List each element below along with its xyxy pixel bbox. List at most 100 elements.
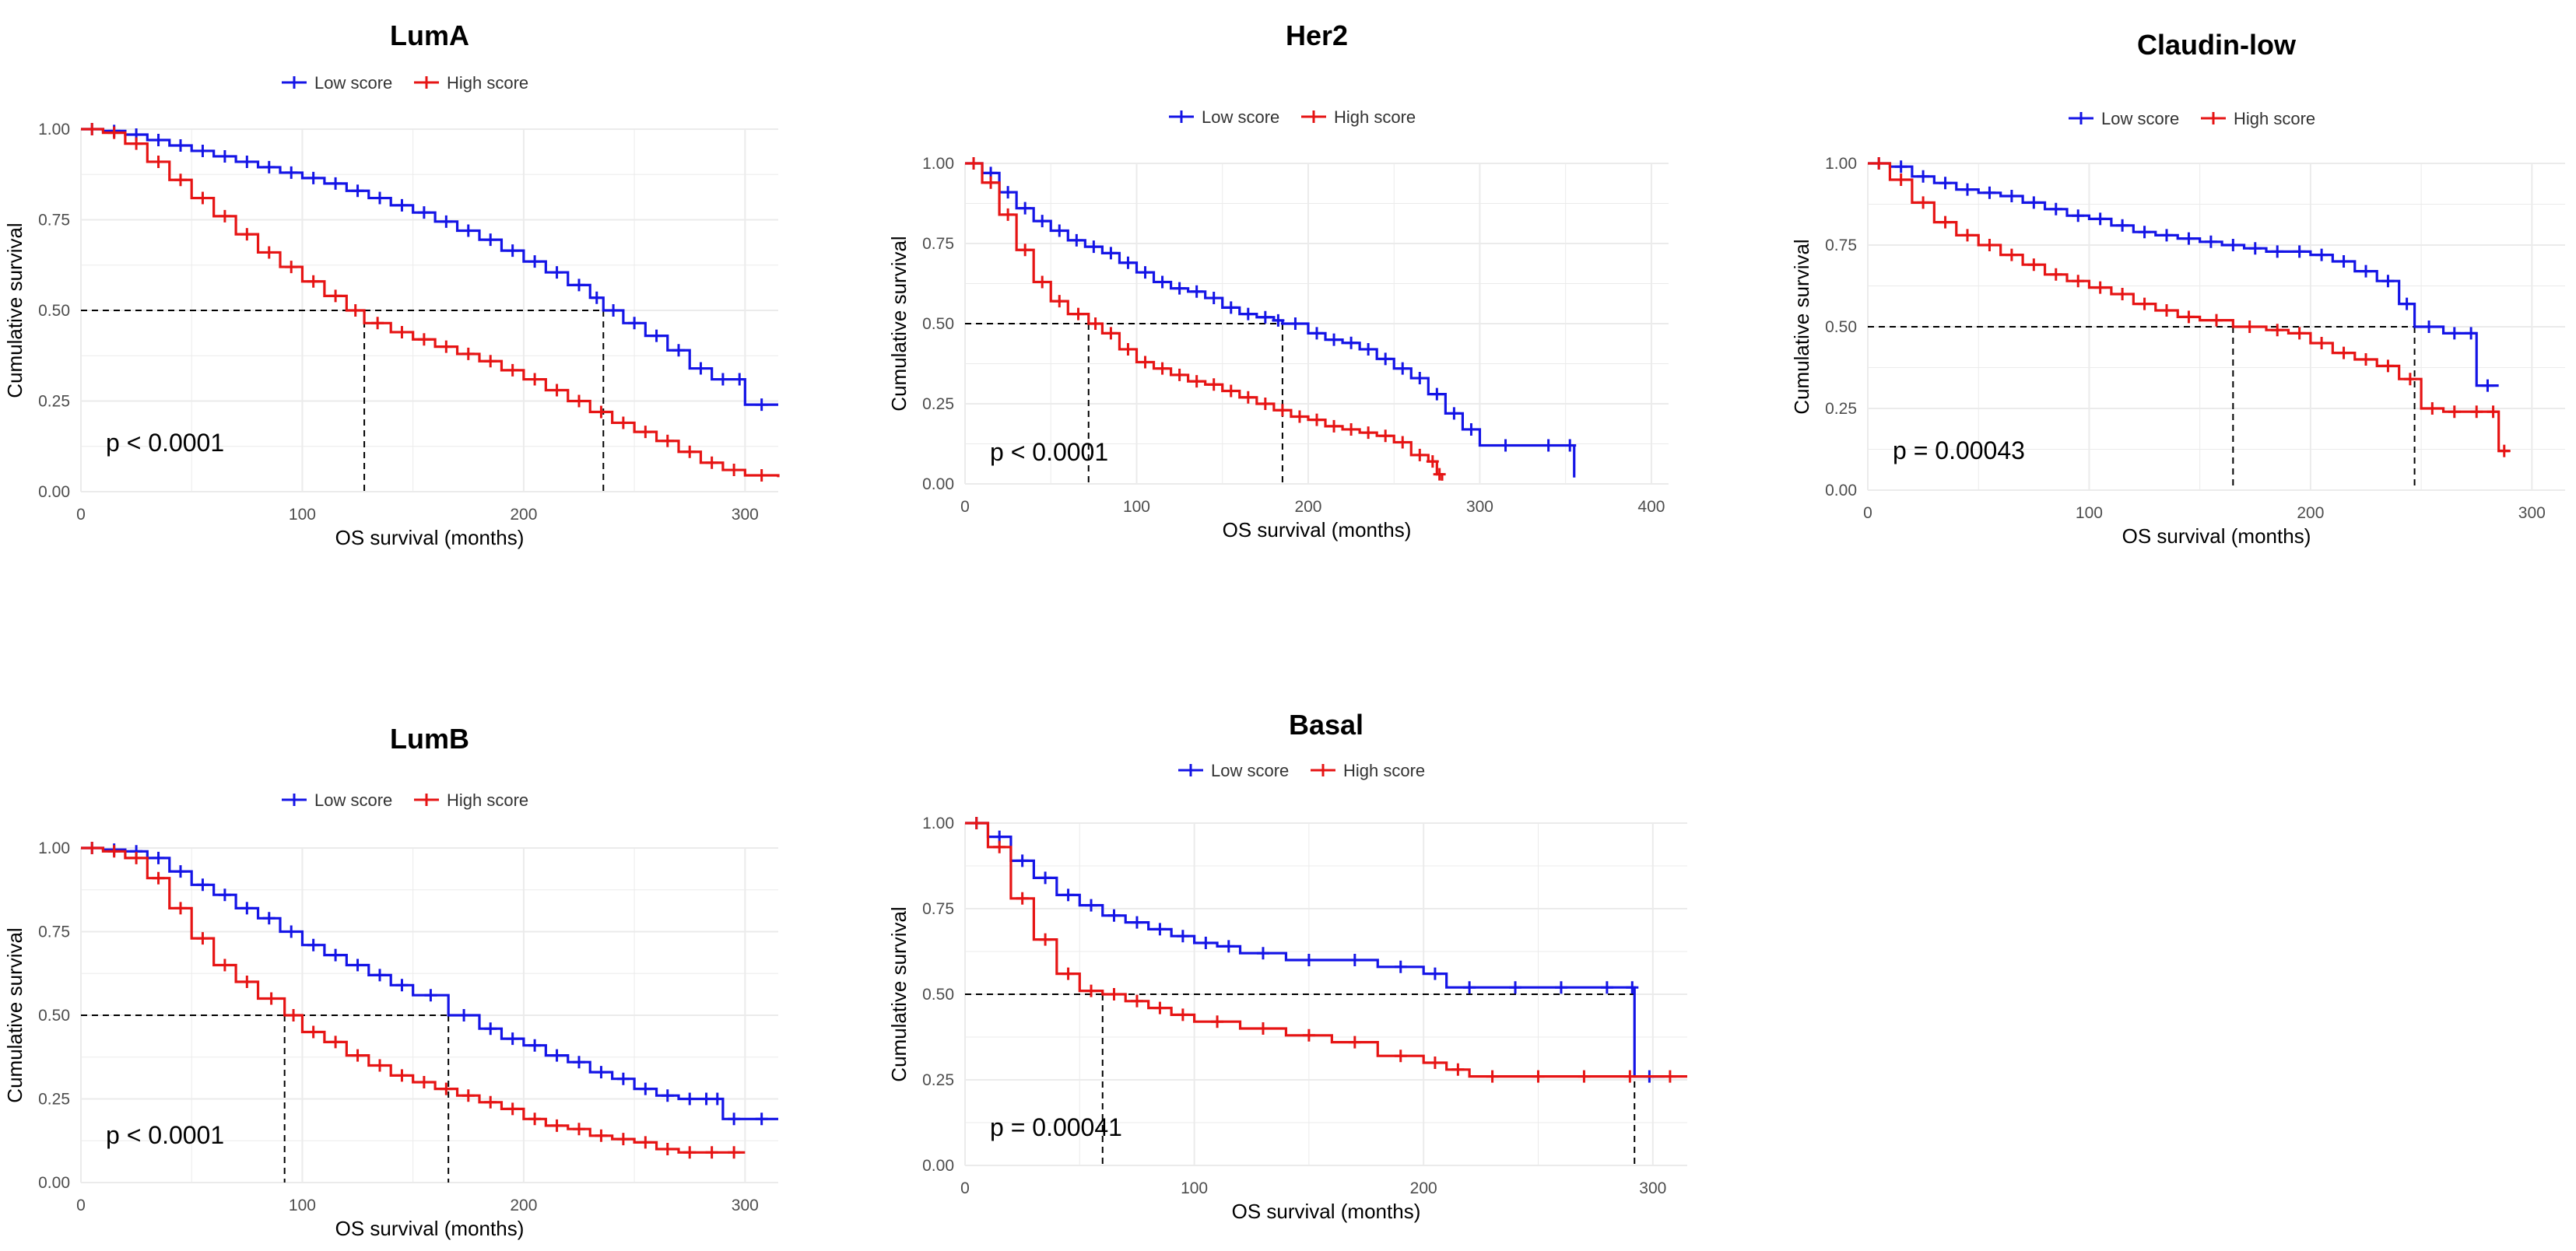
censor-mark [573,394,585,408]
censor-mark [1224,301,1237,314]
censor-mark [993,840,1006,853]
censor-mark [733,373,746,386]
censor-mark [550,1119,563,1132]
censor-mark [2182,310,2195,324]
censor-mark [285,261,298,274]
p-value: p < 0.0001 [106,429,224,457]
x-axis-label: OS survival (months) [1232,1200,1421,1223]
high-score-censor-marks [86,123,768,482]
censor-mark [1241,307,1255,321]
censor-mark [152,871,165,885]
censor-mark [174,138,187,152]
censor-mark [595,1066,608,1079]
censor-mark [2138,297,2151,310]
censor-mark [2497,444,2511,457]
censor-mark [1362,342,1375,356]
censor-mark [1256,947,1269,960]
x-tick-label: 0 [960,498,970,516]
censor-mark [705,1146,718,1159]
censor-mark [2005,190,2018,202]
censor-mark [1463,981,1476,994]
censor-mark [1176,1008,1189,1021]
censor-mark [2005,248,2018,261]
y-tick-label: 0.75 [922,900,954,918]
censor-mark [2293,327,2306,340]
censor-mark [2243,321,2256,333]
censor-mark [2360,353,2372,366]
censor-mark [307,1025,320,1039]
x-axis-label: OS survival (months) [335,526,525,549]
censor-mark [755,398,768,412]
censor-mark [86,842,99,854]
censor-mark [1087,240,1100,254]
censor-mark [1156,275,1169,289]
censor-mark [2271,324,2284,337]
censor-mark [705,456,718,469]
censor-mark [528,1039,542,1052]
censor-mark [1532,1070,1545,1083]
censor-mark [2423,321,2436,333]
legend-high-label: High score [2234,109,2315,128]
chart-title: LumA [390,19,469,51]
y-axis-label: Cumulative survival [887,906,911,1081]
censor-mark [1872,157,1886,170]
censor-mark [1121,342,1135,356]
censor-mark [1345,336,1358,349]
censor-mark [2315,248,2329,261]
censor-mark [1345,422,1358,436]
censor-mark [1626,981,1639,994]
x-tick-label: 300 [1466,498,1493,516]
censor-mark [1542,439,1555,452]
censor-mark [728,1146,741,1159]
y-tick-label: 0.75 [38,212,70,230]
censor-mark [1983,186,1996,199]
x-axis-label: OS survival (months) [2122,524,2311,548]
censor-mark [1173,368,1186,381]
y-tick-label: 0.00 [922,475,954,493]
y-axis-label: Cumulative survival [887,236,911,411]
censor-mark [1019,244,1032,257]
censor-mark [1328,333,1341,346]
censor-mark [1428,967,1441,980]
censor-mark [152,851,165,864]
censor-mark [1428,1057,1441,1069]
x-tick-label: 100 [1181,1179,1208,1197]
censor-mark [2027,196,2041,209]
censor-mark [528,373,542,386]
censor-mark [1328,419,1341,433]
censor-mark [329,177,342,190]
censor-mark [1465,422,1478,436]
censor-mark [262,246,275,259]
censor-mark [2487,405,2500,419]
censor-mark [462,224,475,237]
censor-mark [1002,186,1015,199]
censor-mark [1276,404,1289,417]
censor-mark [395,325,409,338]
censor-mark [1379,429,1392,443]
censor-mark [2448,405,2461,419]
y-tick-label: 0.50 [38,1007,70,1025]
censor-mark [628,317,641,330]
x-tick-label: 0 [960,1179,970,1197]
censor-mark [616,1072,630,1085]
legend-low-marker [1175,110,1188,123]
chart-her2: Her2 Low score High score 0.00 0.25 0.50 0.75 1… [887,19,1669,541]
censor-mark [506,1102,519,1116]
legend-high-marker [1307,110,1320,123]
chart-title: LumB [390,723,469,755]
legend-high-label: High score [1334,107,1416,127]
censor-mark [440,340,453,353]
chart-claudin: Claudin-low Low score High score 0.00 0.25 0.… [1790,29,2565,548]
censor-mark [351,184,364,198]
chart-title: Her2 [1286,19,1348,51]
censor-mark [2072,275,2085,288]
x-axis-label: OS survival (months) [1223,518,1412,541]
censor-mark [1939,177,1952,190]
censor-mark [2182,232,2195,245]
x-tick-label: 0 [76,506,86,524]
censor-mark [262,912,275,925]
censor-mark [1139,356,1152,369]
censor-mark [2027,258,2041,272]
censor-mark [1241,391,1255,404]
censor-mark [218,149,231,163]
